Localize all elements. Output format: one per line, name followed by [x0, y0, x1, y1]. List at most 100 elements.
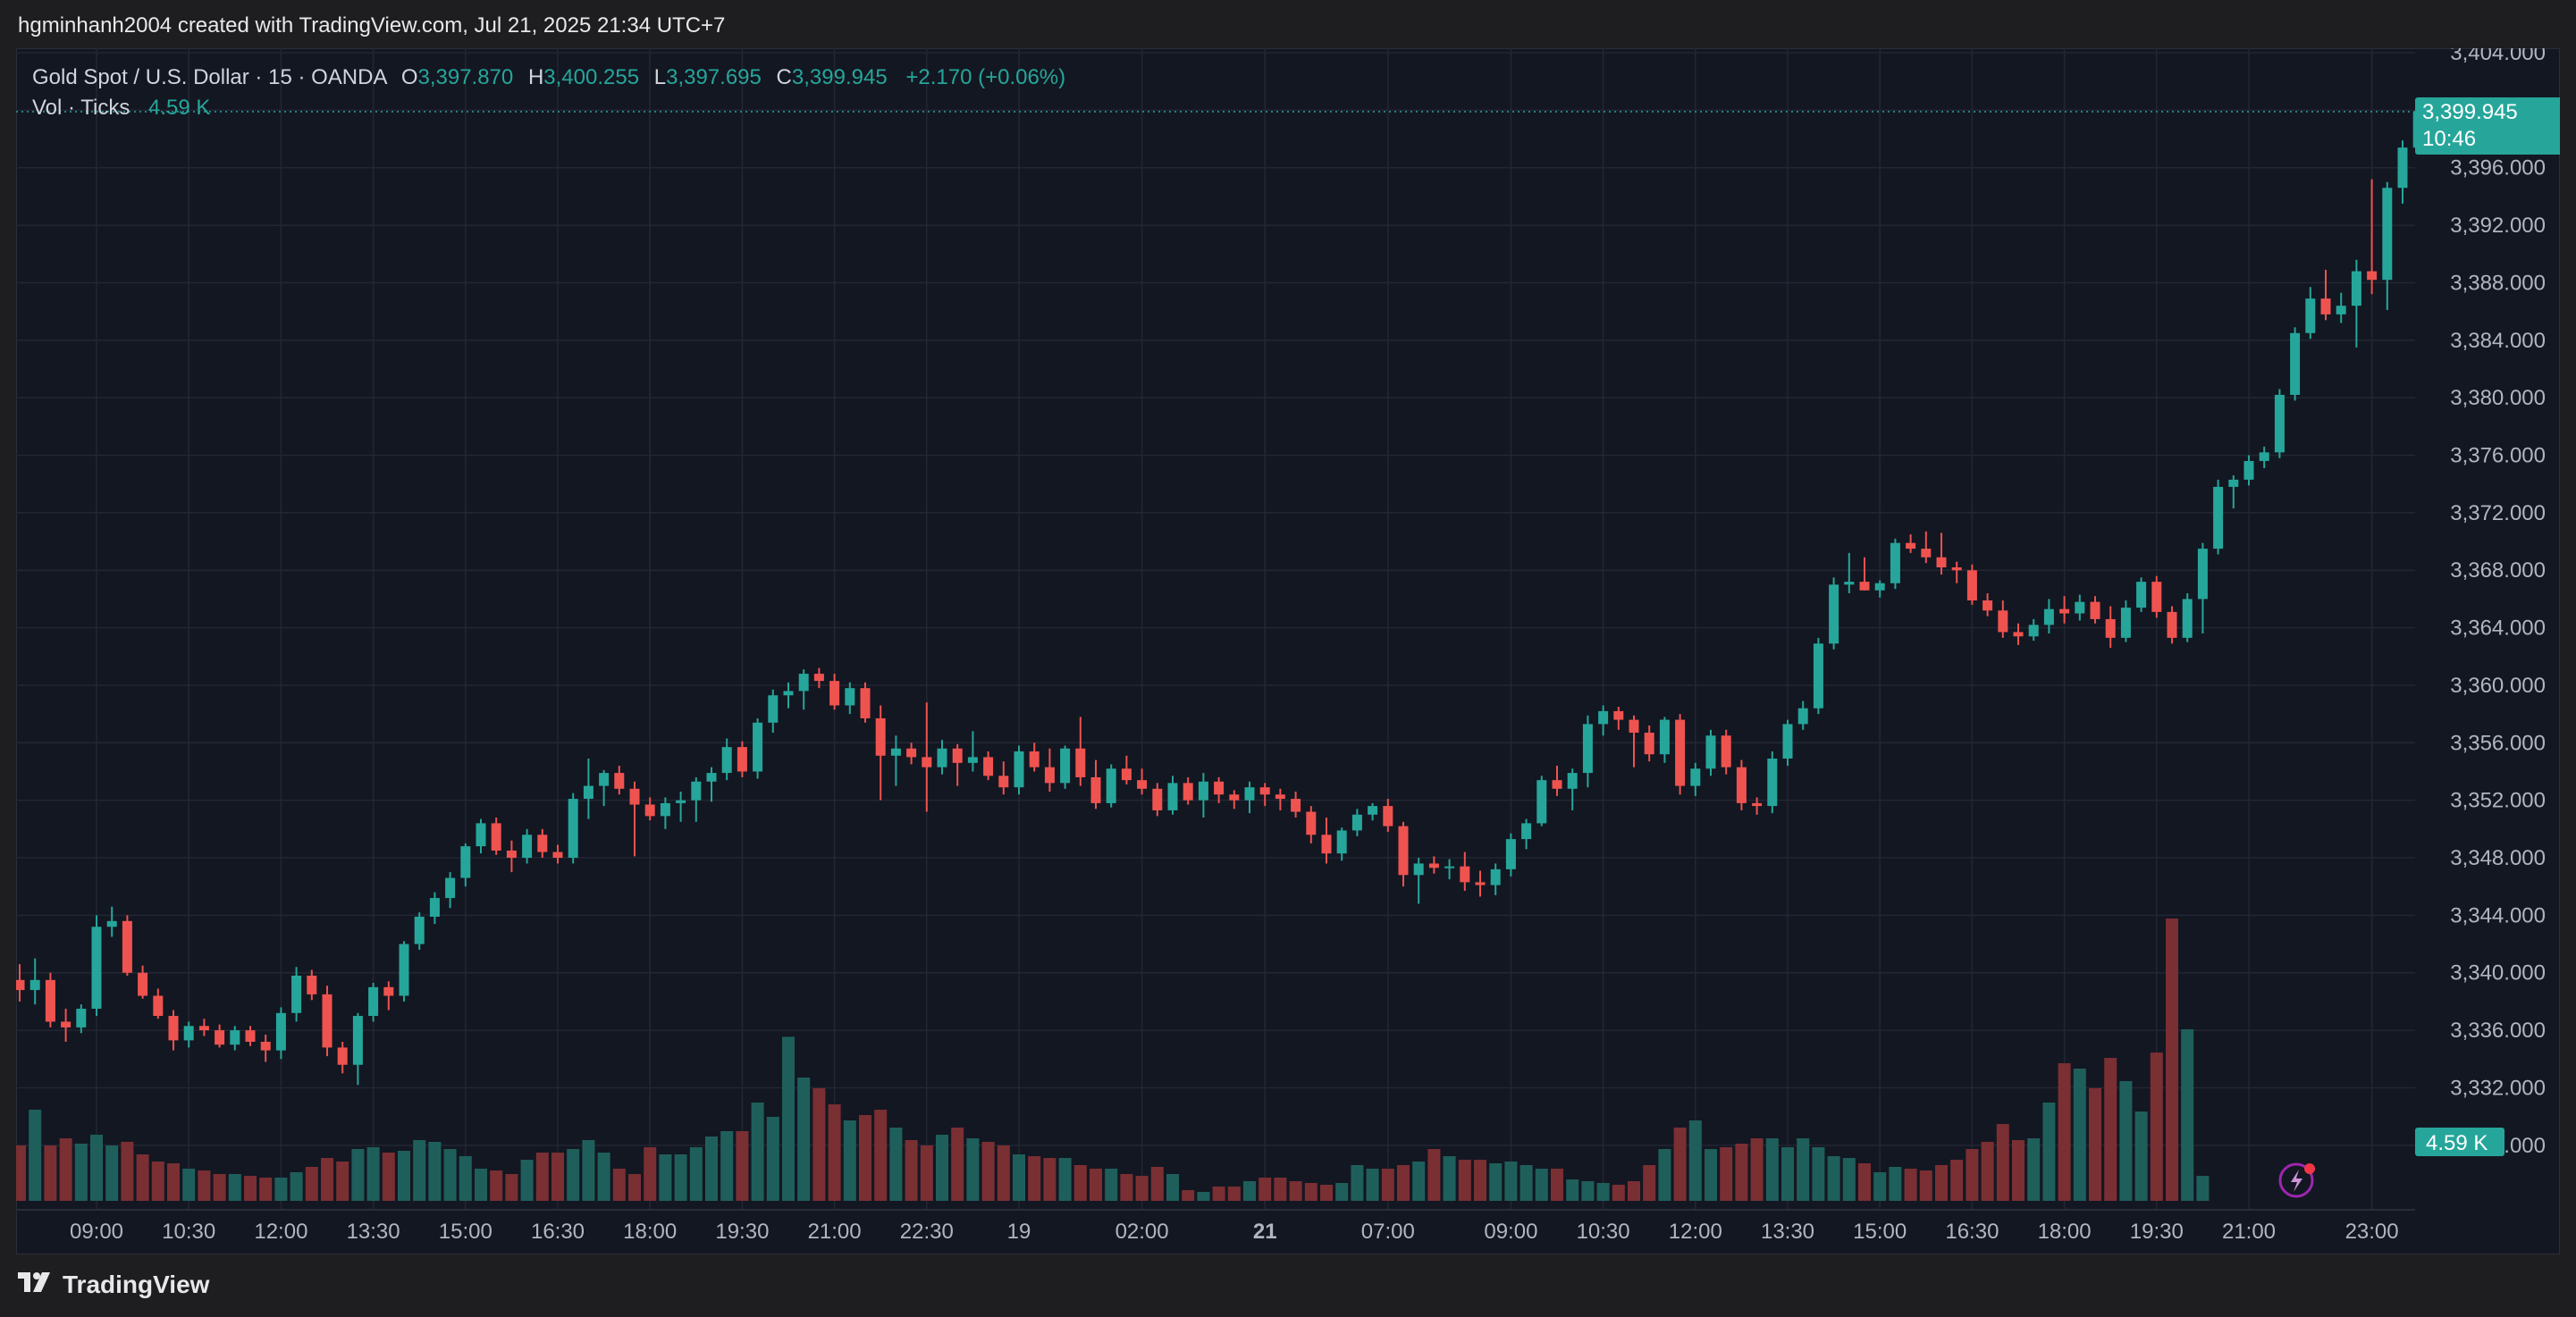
time-tick-label: 09:00 [1484, 1220, 1537, 1244]
volume-bar [1750, 1138, 1764, 1201]
volume-bar [751, 1103, 764, 1201]
volume-bar [366, 1147, 380, 1201]
volume-bar [1551, 1169, 1563, 1201]
candle-body [215, 1030, 225, 1045]
volume-bar [1335, 1183, 1349, 1201]
time-tick-label: 10:30 [1577, 1220, 1630, 1244]
volume-bar [1904, 1169, 1917, 1201]
candle-body [1490, 868, 1501, 885]
volume-bar [29, 1110, 42, 1201]
candle-body [445, 877, 456, 899]
candle-body [1044, 767, 1055, 784]
candle-body [1752, 802, 1763, 807]
candle-body [1844, 582, 1855, 585]
volume-bar [828, 1104, 841, 1201]
candle-body [890, 748, 901, 756]
candle-body [352, 1016, 363, 1065]
candle-body [2274, 394, 2285, 453]
price-tick-label: 3,404.000 [2450, 48, 2546, 65]
price-tick-label: 3,348.000 [2450, 846, 2546, 870]
candle-body [1906, 542, 1916, 549]
candle-body [383, 986, 394, 996]
candle-body [1259, 787, 1270, 795]
volume-bar [1889, 1167, 1902, 1201]
candle-body [1275, 794, 1285, 800]
candle-body [1183, 783, 1193, 801]
candle-body [998, 776, 1009, 788]
candle-body [1014, 751, 1024, 788]
candle-body [753, 722, 763, 772]
low-label: L [653, 65, 667, 89]
volume-bar [1150, 1167, 1164, 1201]
candle-body [2043, 608, 2054, 625]
candle-body [937, 748, 947, 768]
volume-bar [1996, 1124, 2009, 1201]
high-value: 3,400.255 [543, 65, 640, 89]
volume-bar [1397, 1165, 1410, 1201]
candle-body [2075, 601, 2085, 614]
candle-body [1444, 866, 1455, 868]
volume-bar [1535, 1169, 1548, 1201]
candlestick-chart[interactable]: 3,404.0003,400.0003,396.0003,392.0003,38… [16, 48, 2560, 1254]
price-tick-label: 3,368.000 [2450, 558, 2546, 583]
candle-body [2397, 147, 2408, 189]
candle-body [122, 920, 132, 973]
volume-bar [1243, 1181, 1256, 1201]
price-tick-label: 3,388.000 [2450, 271, 2546, 295]
time-tick-label: 19:30 [715, 1220, 769, 1244]
volume-bar [567, 1149, 580, 1201]
candle-body [568, 799, 578, 859]
volume-bar [305, 1167, 318, 1201]
volume-label: Vol · Ticks [32, 96, 130, 120]
candle-body [2136, 582, 2147, 608]
volume-bar [1366, 1169, 1379, 1201]
volume-bar [997, 1145, 1010, 1201]
volume-bar [244, 1176, 257, 1201]
candle-body [429, 898, 440, 917]
lightning-icon[interactable] [2278, 1162, 2314, 1198]
volume-bar [1720, 1147, 1733, 1201]
volume-bar [105, 1145, 119, 1201]
volume-bar [228, 1174, 241, 1201]
volume-bar [151, 1162, 164, 1201]
volume-bar [1073, 1165, 1087, 1201]
volume-bar [182, 1169, 196, 1201]
candle-body [2382, 188, 2393, 281]
volume-bar [766, 1117, 779, 1201]
candle-body [1951, 567, 1962, 571]
volume-bar [1705, 1149, 1717, 1201]
candle-body [307, 975, 317, 994]
candle-body [168, 1016, 179, 1041]
time-tick-label: 12:00 [1669, 1220, 1722, 1244]
candle-body [2305, 298, 2316, 333]
candle-body [16, 979, 25, 991]
candle-body [1060, 748, 1071, 784]
volume-bar [689, 1147, 703, 1201]
volume-bar [2012, 1140, 2025, 1201]
volume-bar [1489, 1163, 1503, 1201]
candles [16, 105, 2423, 1086]
candle-body [1428, 863, 1439, 868]
volume-bar [1381, 1169, 1394, 1201]
price-tags: 3,399.945 10:46 4.59 K [16, 96, 2560, 1198]
volume-bar [674, 1154, 687, 1201]
time-tick-label: 19 [1007, 1220, 1031, 1244]
chart-frame[interactable] [16, 48, 2560, 1254]
candle-body [153, 995, 164, 1017]
volume-bar [74, 1144, 88, 1201]
candle-body [29, 979, 40, 991]
footer-brand[interactable]: TradingView [18, 1267, 209, 1303]
volume-bar [1981, 1142, 1994, 1201]
volume-bar [1058, 1158, 1072, 1201]
candle-body [1613, 710, 1624, 720]
candle-body [813, 674, 824, 682]
volume-bar [1612, 1185, 1625, 1201]
volume-bar [859, 1115, 871, 1201]
close-label: C [776, 65, 792, 89]
candle-body [76, 1008, 87, 1028]
symbol-label: Gold Spot / U.S. Dollar · 15 · OANDA [32, 65, 387, 89]
volume-bar [59, 1138, 72, 1201]
candle-body [691, 781, 702, 801]
ohlc-row: Gold Spot / U.S. Dollar · 15 · OANDA O3,… [32, 63, 1065, 93]
candle-body [706, 773, 717, 782]
